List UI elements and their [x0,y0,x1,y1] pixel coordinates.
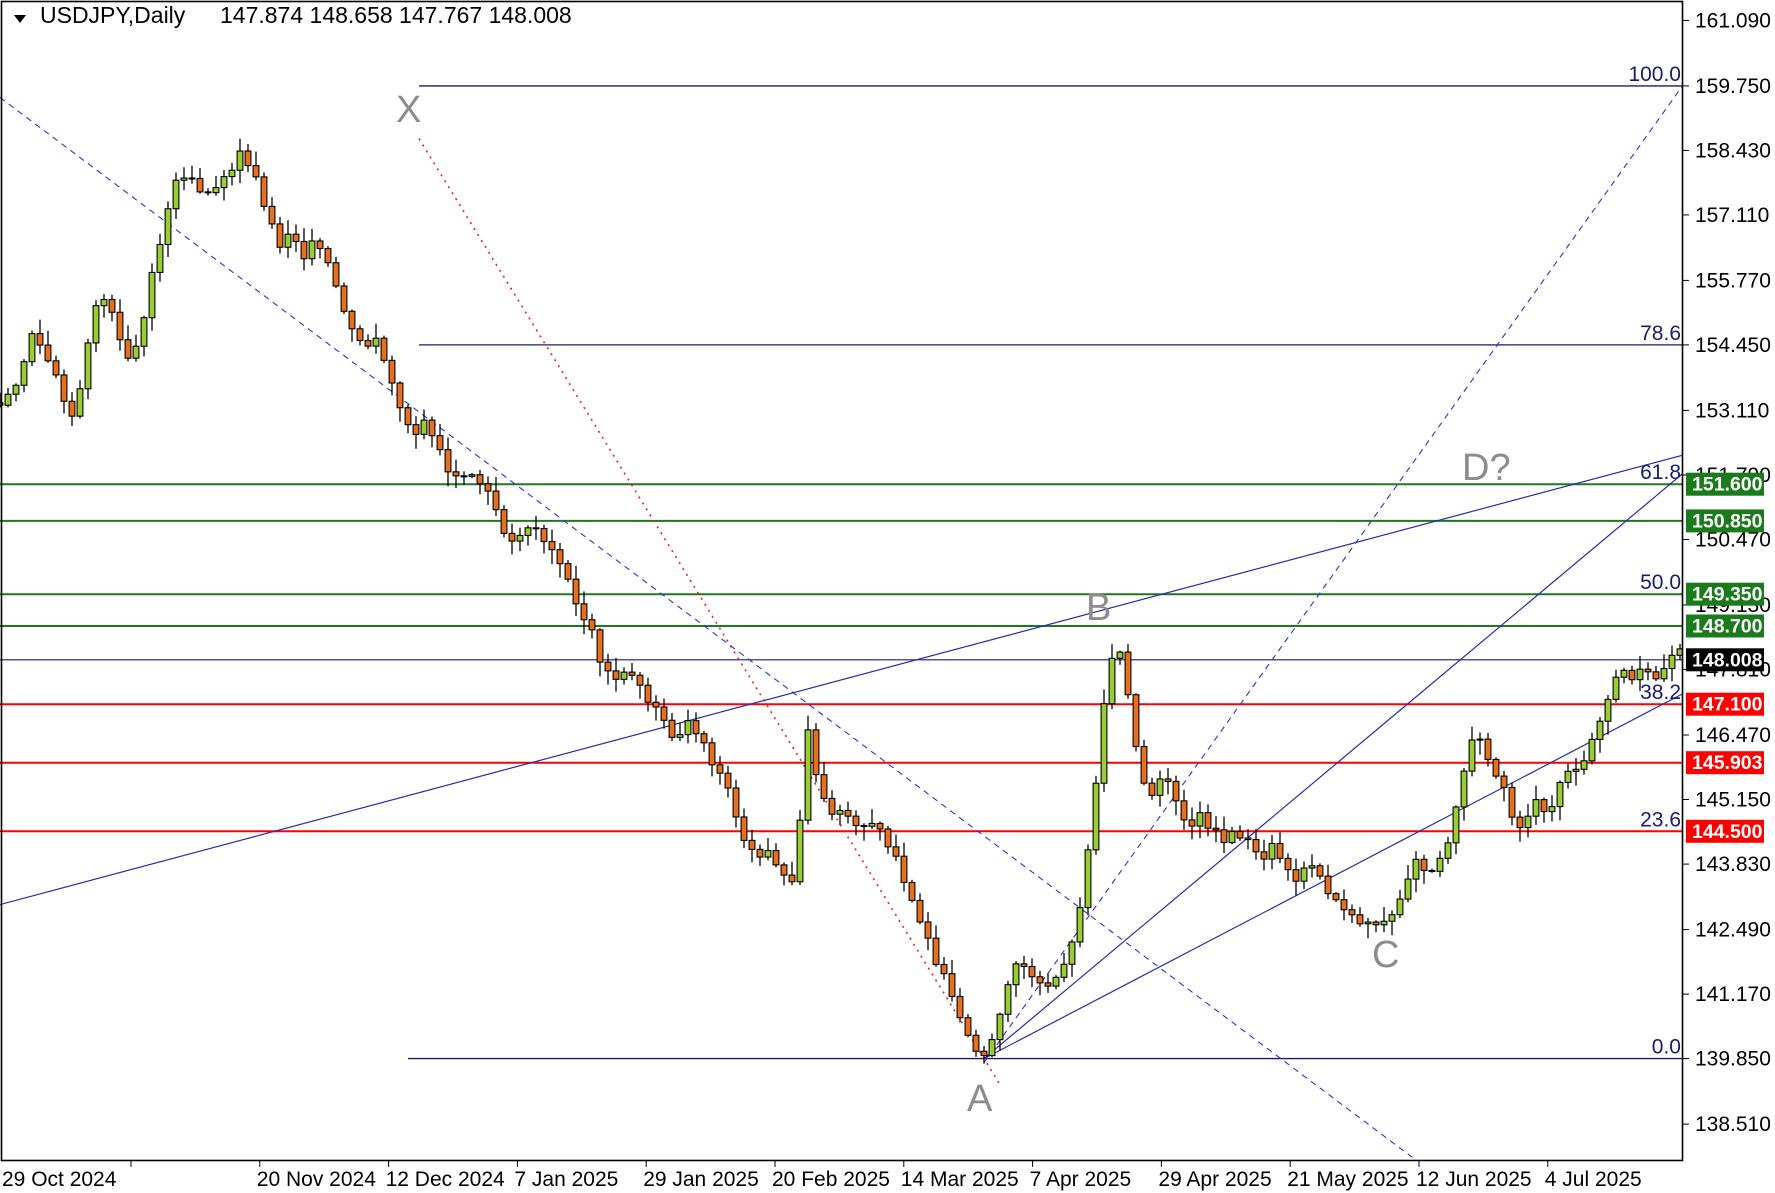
svg-text:21 May 2025: 21 May 2025 [1287,1168,1408,1191]
svg-text:D?: D? [1462,447,1511,489]
svg-text:23.6: 23.6 [1640,808,1681,831]
svg-text:14 Mar 2025: 14 Mar 2025 [901,1168,1019,1191]
svg-text:146.470: 146.470 [1695,724,1771,747]
svg-text:20 Feb 2025: 20 Feb 2025 [772,1168,890,1191]
svg-text:USDJPY,Daily: USDJPY,Daily [40,2,186,28]
svg-text:0.0: 0.0 [1652,1036,1681,1059]
svg-text:29 Jan 2025: 29 Jan 2025 [643,1168,759,1191]
svg-text:12 Jun 2025: 12 Jun 2025 [1416,1168,1532,1191]
svg-text:151.600: 151.600 [1692,474,1763,496]
svg-text:157.110: 157.110 [1695,204,1769,227]
svg-text:7 Apr 2025: 7 Apr 2025 [1030,1168,1132,1191]
svg-text:148.008: 148.008 [1692,649,1763,671]
svg-text:155.770: 155.770 [1695,269,1771,292]
svg-text:159.750: 159.750 [1695,75,1771,98]
svg-text:145.903: 145.903 [1692,752,1763,774]
svg-text:139.850: 139.850 [1695,1048,1771,1071]
svg-text:150.850: 150.850 [1692,510,1763,532]
svg-text:50.0: 50.0 [1640,571,1681,594]
svg-text:142.490: 142.490 [1695,919,1771,942]
svg-text:29 Apr 2025: 29 Apr 2025 [1158,1168,1271,1191]
svg-text:161.090: 161.090 [1695,9,1771,32]
svg-text:138.510: 138.510 [1695,1113,1771,1136]
svg-text:12 Dec 2024: 12 Dec 2024 [386,1168,505,1191]
svg-text:4 Jul 2025: 4 Jul 2025 [1545,1168,1642,1191]
svg-text:147.100: 147.100 [1692,694,1763,716]
svg-text:20 Nov 2024: 20 Nov 2024 [257,1168,376,1191]
svg-text:153.110: 153.110 [1695,399,1769,422]
svg-text:X: X [396,89,421,131]
svg-text:158.430: 158.430 [1695,139,1771,162]
svg-text:148.700: 148.700 [1692,616,1763,638]
svg-text:145.150: 145.150 [1695,789,1771,812]
svg-text:C: C [1372,934,1399,976]
svg-text:B: B [1086,587,1111,629]
svg-text:149.350: 149.350 [1692,584,1763,606]
svg-text:78.6: 78.6 [1640,322,1681,345]
svg-text:100.0: 100.0 [1628,63,1681,86]
svg-text:141.170: 141.170 [1695,983,1771,1006]
svg-text:7 Jan 2025: 7 Jan 2025 [514,1168,618,1191]
svg-text:29 Oct 2024: 29 Oct 2024 [2,1168,117,1191]
svg-text:A: A [967,1078,993,1120]
svg-text:143.830: 143.830 [1695,853,1771,876]
svg-text:144.500: 144.500 [1692,821,1763,843]
svg-text:154.450: 154.450 [1695,334,1771,357]
svg-text:147.874 148.658 147.767 148.00: 147.874 148.658 147.767 148.008 [220,2,572,28]
svg-text:38.2: 38.2 [1640,681,1681,704]
svg-text:61.8: 61.8 [1640,461,1681,484]
